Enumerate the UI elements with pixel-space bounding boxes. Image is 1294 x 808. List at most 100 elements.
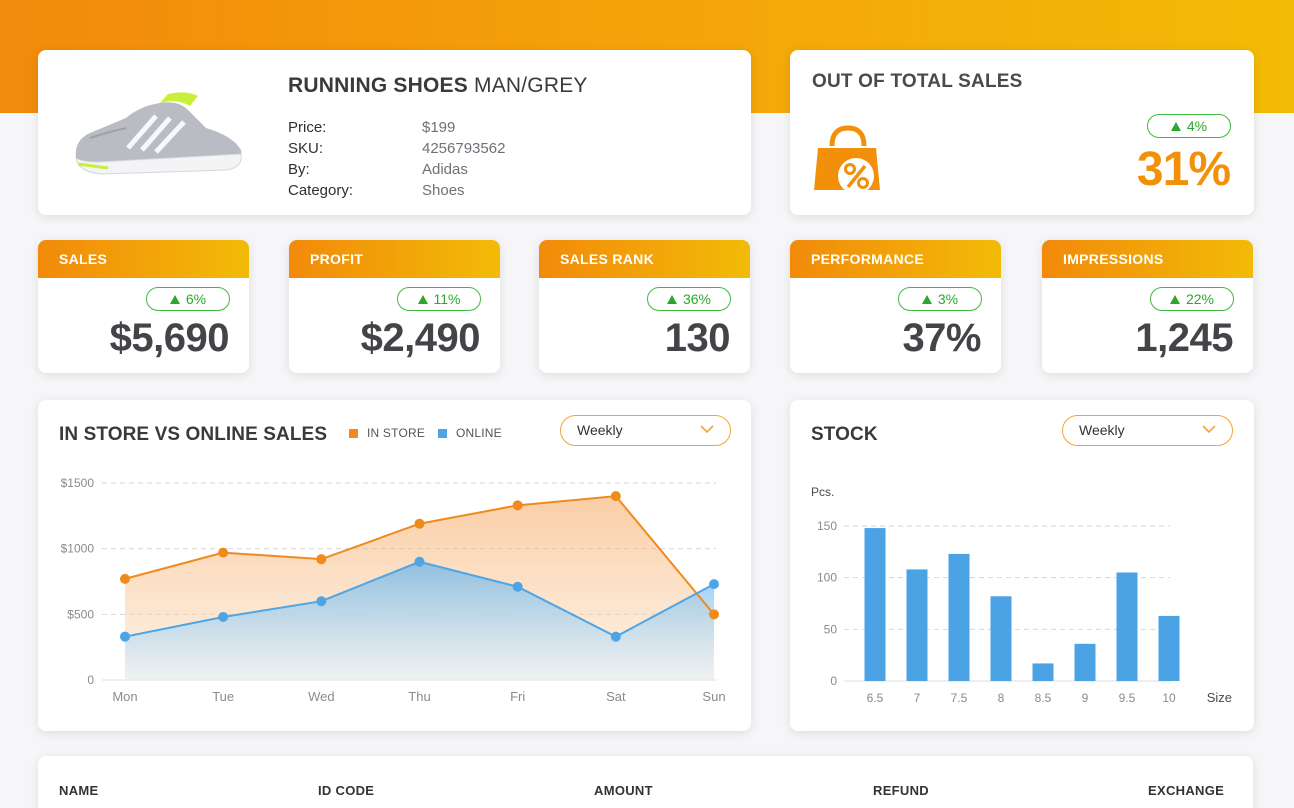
x-tick-label: Tue xyxy=(212,689,234,704)
running-shoe-image xyxy=(75,92,242,175)
chart-title: STOCK xyxy=(811,424,878,445)
product-card: RUNNING SHOES MAN/GREY Price: $199 SKU: … xyxy=(38,50,751,215)
in-store-point xyxy=(414,518,425,529)
x-tick-label: 6.5 xyxy=(867,691,884,705)
stock-bar xyxy=(864,528,886,681)
arrow-up-icon xyxy=(169,294,180,304)
x-tick-label: 9.5 xyxy=(1119,691,1136,705)
chevron-down-icon xyxy=(1202,425,1216,434)
metric-label: SALES RANK xyxy=(539,240,750,278)
change-text: 36% xyxy=(682,291,712,307)
arrow-up-icon xyxy=(1169,294,1180,304)
sales-period-dropdown[interactable]: Weekly xyxy=(560,415,731,446)
metric-label: PERFORMANCE xyxy=(790,240,1001,278)
online-point xyxy=(120,631,130,642)
chevron-down-icon xyxy=(700,425,714,434)
metric-value: $2,490 xyxy=(360,316,481,360)
spec-row-sku: SKU: 4256793562 xyxy=(288,138,505,159)
stock-bar xyxy=(1032,663,1054,681)
share-value: 31% xyxy=(1136,143,1231,196)
arrow-up-icon xyxy=(1170,121,1181,131)
spec-key: SKU: xyxy=(288,140,324,157)
metric-card-performance: PERFORMANCE 3% 37% xyxy=(790,240,1001,373)
arrow-up-icon xyxy=(921,294,932,304)
metric-label: SALES xyxy=(38,240,249,278)
spec-key: Price: xyxy=(288,119,327,136)
column-header-amount[interactable]: AMOUNT xyxy=(594,783,653,798)
x-tick-label: Sun xyxy=(702,689,725,704)
online-point xyxy=(414,556,425,567)
spec-key: By: xyxy=(288,161,310,178)
stock-bar xyxy=(1116,572,1138,681)
change-text: 11% xyxy=(433,291,461,307)
x-tick-label: Wed xyxy=(308,689,335,704)
stock-chart-card: Pcs. 150 100 50 0 6.5 7 7.5 8 8.5 9 9.5 10 Size STOCK… xyxy=(790,400,1254,731)
column-header-name[interactable]: NAME xyxy=(59,783,99,798)
metric-value: 1,245 xyxy=(1135,316,1233,360)
stock-bar xyxy=(1158,615,1180,681)
spec-value: Shoes xyxy=(422,182,465,199)
column-header-refund[interactable]: REFUND xyxy=(873,783,929,798)
in-store-point xyxy=(120,573,130,584)
online-point xyxy=(709,579,719,590)
product-specs: Price: $199 SKU: 4256793562 By: Adidas C… xyxy=(288,117,505,201)
legend-item-in-store: IN STORE xyxy=(349,426,425,440)
y-tick-label: 50 xyxy=(824,622,838,636)
x-tick-label: Fri xyxy=(510,689,525,704)
x-tick-label: Sat xyxy=(606,689,626,704)
spec-value: Adidas xyxy=(422,161,468,178)
dropdown-value: Weekly xyxy=(1079,422,1125,438)
in-store-point xyxy=(709,609,719,620)
legend-label: ONLINE xyxy=(456,426,502,440)
x-tick-label: 8 xyxy=(998,691,1005,705)
metric-label: PROFIT xyxy=(289,240,500,278)
sales-line-chart: $1500 $1000 $500 0 Mon Tue Wed Thu Fri Sat Sun xyxy=(61,476,726,704)
in-store-point xyxy=(218,547,229,558)
spec-key: Category: xyxy=(288,182,354,199)
y-tick-label: 100 xyxy=(817,571,837,585)
metric-card-sales-rank: SALES RANK 36% 130 xyxy=(539,240,750,373)
chart-title: IN STORE VS ONLINE SALES xyxy=(59,424,328,445)
in-store-point xyxy=(512,500,523,511)
share-change-badge: 4% xyxy=(1147,114,1231,138)
x-tick-label: 7 xyxy=(914,691,921,705)
shopping-bag-percent-icon xyxy=(814,125,880,194)
x-tick-label: 8.5 xyxy=(1035,691,1052,705)
metric-change-badge: 11% xyxy=(397,287,481,311)
column-header-id-code[interactable]: ID CODE xyxy=(318,783,375,798)
metric-label: IMPRESSIONS xyxy=(1042,240,1253,278)
in-store-point xyxy=(316,554,327,565)
x-tick-label: 7.5 xyxy=(951,691,968,705)
y-tick-label: $1500 xyxy=(61,476,95,490)
y-tick-label: $500 xyxy=(67,607,94,621)
change-text: 3% xyxy=(937,291,959,307)
metric-value: 130 xyxy=(664,316,731,360)
metric-card-sales: SALES 6% $5,690 xyxy=(38,240,249,373)
metric-change-badge: 36% xyxy=(647,287,731,311)
spec-row-price: Price: $199 xyxy=(288,117,505,138)
stock-bar xyxy=(948,553,970,681)
legend-swatch xyxy=(438,428,447,438)
stock-bar xyxy=(1074,643,1096,681)
online-point xyxy=(316,596,327,607)
sales-chart-card: $1500 $1000 $500 0 Mon Tue Wed Thu Fri Sat Sun IN … xyxy=(38,400,751,731)
metric-change-badge: 22% xyxy=(1150,287,1234,311)
online-point xyxy=(218,611,229,622)
stock-period-dropdown[interactable]: Weekly xyxy=(1062,415,1233,446)
metric-card-profit: PROFIT 11% $2,490 xyxy=(289,240,500,373)
product-title: RUNNING SHOES MAN/GREY xyxy=(288,74,588,97)
x-tick-label: Thu xyxy=(408,689,430,704)
spec-row-brand: By: Adidas xyxy=(288,159,505,180)
stock-bar xyxy=(906,569,928,681)
spec-value: 4256793562 xyxy=(422,140,506,157)
total-sales-share-card: OUT OF TOTAL SALES 4% 31% xyxy=(790,50,1254,215)
x-tick-label: Mon xyxy=(112,689,137,704)
arrow-up-icon xyxy=(666,294,677,304)
column-header-exchange[interactable]: EXCHANGE xyxy=(1148,783,1225,798)
legend-label: IN STORE xyxy=(367,426,426,440)
change-text: 22% xyxy=(1185,291,1215,307)
metric-value: $5,690 xyxy=(109,316,230,360)
y-tick-label: $1000 xyxy=(61,542,95,556)
x-tick-label: 10 xyxy=(1162,691,1176,705)
change-text: 6% xyxy=(185,291,207,307)
